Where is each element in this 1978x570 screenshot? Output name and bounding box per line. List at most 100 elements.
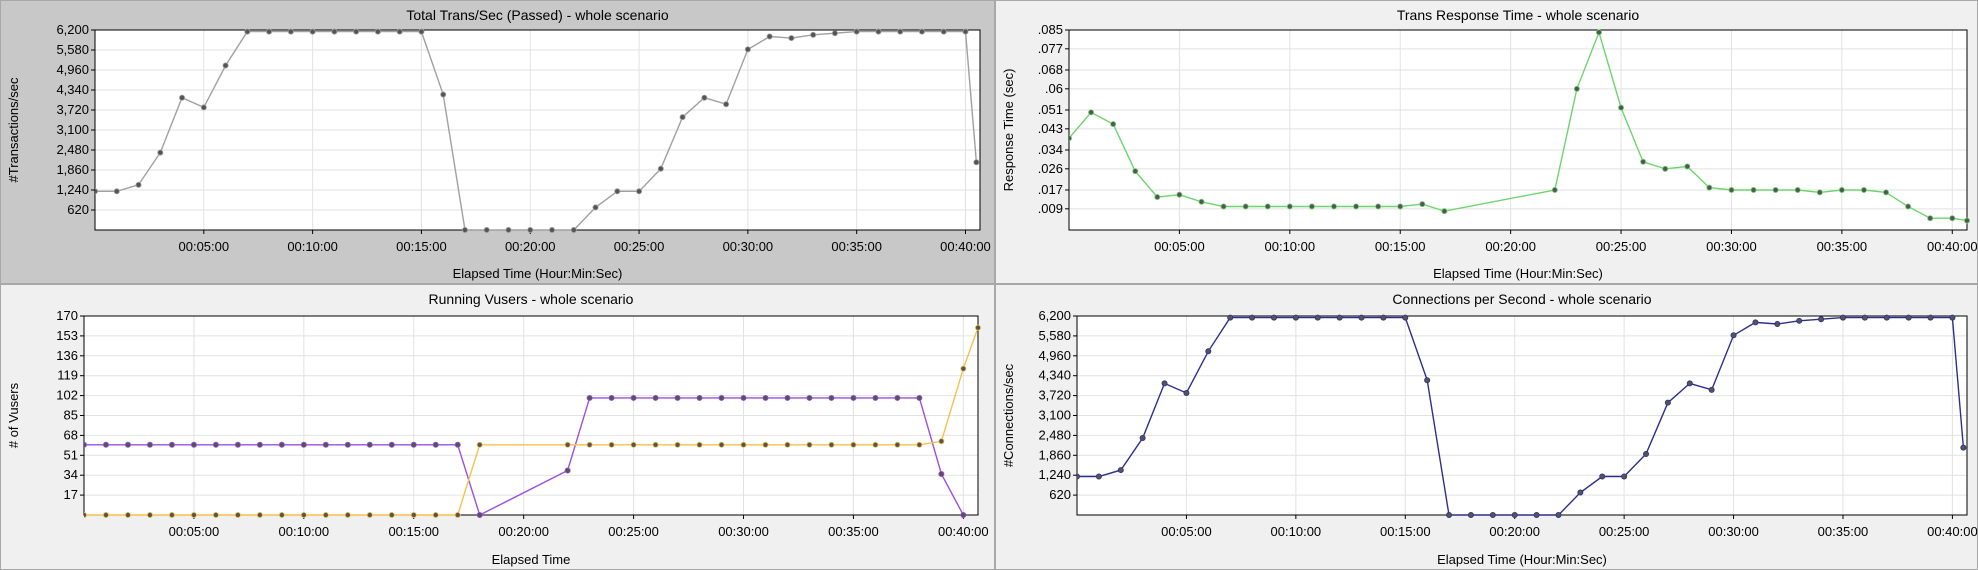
data-point[interactable] bbox=[476, 441, 483, 448]
data-point[interactable] bbox=[1110, 121, 1117, 128]
data-point[interactable] bbox=[1489, 511, 1496, 518]
data-point[interactable] bbox=[1270, 314, 1277, 321]
data-point[interactable] bbox=[740, 441, 747, 448]
data-point[interactable] bbox=[960, 365, 967, 372]
data-point[interactable] bbox=[322, 441, 329, 448]
data-point[interactable] bbox=[135, 181, 142, 188]
data-point[interactable] bbox=[396, 28, 403, 35]
data-point[interactable] bbox=[1380, 314, 1387, 321]
data-point[interactable] bbox=[146, 511, 153, 518]
data-point[interactable] bbox=[1728, 186, 1735, 193]
data-point[interactable] bbox=[1772, 186, 1779, 193]
chart-running-vusers[interactable]: Running Vusers - whole scenario 17 34 51 68 8… bbox=[0, 284, 995, 570]
data-point[interactable] bbox=[190, 441, 197, 448]
data-point[interactable] bbox=[476, 511, 483, 518]
data-point[interactable] bbox=[256, 441, 263, 448]
data-point[interactable] bbox=[1595, 29, 1602, 36]
data-point[interactable] bbox=[1905, 314, 1912, 321]
data-point[interactable] bbox=[962, 28, 969, 35]
data-point[interactable] bbox=[1621, 473, 1628, 480]
data-point[interactable] bbox=[124, 511, 131, 518]
data-point[interactable] bbox=[81, 441, 87, 448]
data-point[interactable] bbox=[652, 441, 659, 448]
data-point[interactable] bbox=[1883, 314, 1890, 321]
data-point[interactable] bbox=[113, 188, 120, 195]
data-point[interactable] bbox=[505, 226, 512, 233]
data-point[interactable] bbox=[744, 46, 751, 53]
data-point[interactable] bbox=[278, 511, 285, 518]
data-point[interactable] bbox=[1336, 314, 1343, 321]
data-point[interactable] bbox=[897, 28, 904, 35]
data-point[interactable] bbox=[222, 62, 229, 69]
data-point[interactable] bbox=[850, 394, 857, 401]
data-point[interactable] bbox=[940, 28, 947, 35]
chart-total-trans-per-sec[interactable]: Total Trans/Sec (Passed) - whole scenari… bbox=[0, 0, 995, 284]
data-point[interactable] bbox=[636, 188, 643, 195]
data-point[interactable] bbox=[1860, 186, 1867, 193]
data-point[interactable] bbox=[788, 35, 795, 42]
data-point[interactable] bbox=[1838, 186, 1845, 193]
data-point[interactable] bbox=[256, 511, 263, 518]
data-point[interactable] bbox=[831, 30, 838, 37]
data-point[interactable] bbox=[674, 441, 681, 448]
data-point[interactable] bbox=[828, 394, 835, 401]
data-point[interactable] bbox=[630, 394, 637, 401]
data-point[interactable] bbox=[608, 394, 615, 401]
chart-trans-response-time[interactable]: Trans Response Time - whole scenario .009… bbox=[995, 0, 1978, 284]
data-point[interactable] bbox=[1375, 203, 1382, 210]
data-point[interactable] bbox=[784, 441, 791, 448]
data-point[interactable] bbox=[1964, 217, 1970, 224]
data-point[interactable] bbox=[592, 204, 599, 211]
data-point[interactable] bbox=[1139, 434, 1146, 441]
data-point[interactable] bbox=[1730, 332, 1737, 339]
data-point[interactable] bbox=[723, 101, 730, 108]
data-point[interactable] bbox=[1154, 194, 1161, 201]
data-point[interactable] bbox=[212, 511, 219, 518]
data-point[interactable] bbox=[157, 149, 164, 156]
data-point[interactable] bbox=[1949, 215, 1956, 222]
data-point[interactable] bbox=[1220, 203, 1227, 210]
data-point[interactable] bbox=[652, 394, 659, 401]
data-point[interactable] bbox=[1467, 511, 1474, 518]
data-point[interactable] bbox=[674, 394, 681, 401]
data-point[interactable] bbox=[718, 394, 725, 401]
data-point[interactable] bbox=[1555, 511, 1562, 518]
data-point[interactable] bbox=[1818, 316, 1825, 323]
data-point[interactable] bbox=[331, 28, 338, 35]
data-point[interactable] bbox=[701, 94, 708, 101]
data-point[interactable] bbox=[374, 28, 381, 35]
data-point[interactable] bbox=[570, 226, 577, 233]
data-point[interactable] bbox=[975, 324, 981, 331]
data-point[interactable] bbox=[244, 28, 251, 35]
data-point[interactable] bbox=[1446, 511, 1453, 518]
data-point[interactable] bbox=[762, 394, 769, 401]
data-point[interactable] bbox=[564, 467, 571, 474]
data-point[interactable] bbox=[1706, 184, 1713, 191]
data-point[interactable] bbox=[1708, 386, 1715, 393]
data-point[interactable] bbox=[278, 441, 285, 448]
data-point[interactable] bbox=[894, 441, 901, 448]
data-point[interactable] bbox=[432, 511, 439, 518]
data-point[interactable] bbox=[1419, 201, 1426, 208]
data-point[interactable] bbox=[918, 28, 925, 35]
data-point[interactable] bbox=[344, 441, 351, 448]
data-point[interactable] bbox=[564, 441, 571, 448]
data-point[interactable] bbox=[586, 394, 593, 401]
data-point[interactable] bbox=[608, 441, 615, 448]
data-point[interactable] bbox=[806, 394, 813, 401]
data-point[interactable] bbox=[1960, 444, 1967, 451]
data-point[interactable] bbox=[1161, 380, 1168, 387]
data-point[interactable] bbox=[1074, 473, 1080, 480]
data-point[interactable] bbox=[410, 441, 417, 448]
data-point[interactable] bbox=[418, 28, 425, 35]
data-point[interactable] bbox=[679, 114, 686, 121]
data-point[interactable] bbox=[938, 471, 945, 478]
data-point[interactable] bbox=[806, 441, 813, 448]
data-point[interactable] bbox=[1618, 104, 1625, 111]
data-point[interactable] bbox=[1397, 203, 1404, 210]
data-point[interactable] bbox=[366, 441, 373, 448]
data-point[interactable] bbox=[1774, 321, 1781, 328]
chart-connections-per-second[interactable]: Connections per Second - whole scenario 6… bbox=[995, 284, 1978, 570]
data-point[interactable] bbox=[1183, 390, 1190, 397]
data-point[interactable] bbox=[1264, 203, 1271, 210]
